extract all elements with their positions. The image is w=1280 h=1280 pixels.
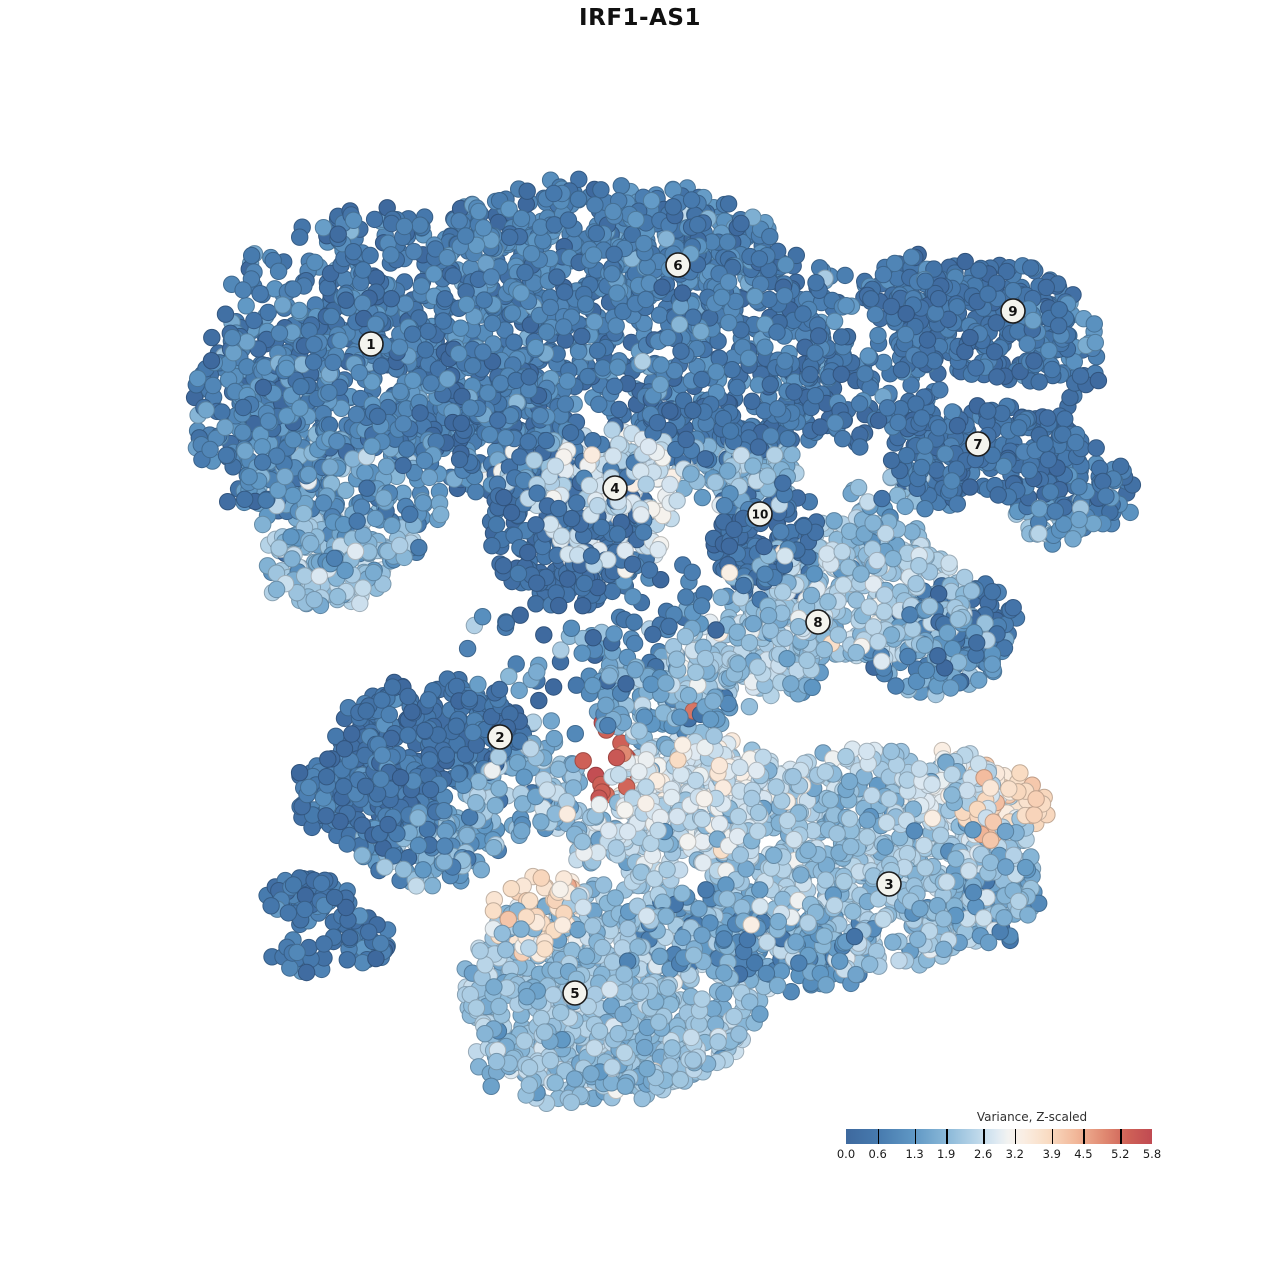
colorbar-tick-labels: 0.0 0.6 1.3 1.9 2.6 3.2 3.9 4.5 5.2 5.8	[837, 1147, 1161, 1163]
colorbar-tick-label: 0.0	[836, 1147, 856, 1161]
cluster-label-10: 10	[747, 501, 773, 527]
scatter-points	[185, 170, 1142, 1113]
cluster-label-2: 2	[487, 724, 513, 750]
colorbar-tick-label: 0.6	[868, 1147, 887, 1161]
colorbar-tick-label: 5.2	[1111, 1147, 1130, 1161]
colorbar-tick-mark	[1120, 1129, 1122, 1144]
colorbar-tick-label: 3.2	[1005, 1147, 1024, 1161]
cluster-label-5: 5	[562, 980, 588, 1006]
cluster-label-9: 9	[1000, 298, 1026, 324]
cluster-label-3: 3	[876, 871, 902, 897]
colorbar-tick-mark	[1083, 1129, 1085, 1144]
colorbar-tick-label: 1.3	[905, 1147, 924, 1161]
colorbar-tick-label: 4.5	[1074, 1147, 1093, 1161]
page-title: IRF1-AS1	[579, 5, 701, 31]
colorbar-tick-mark	[946, 1129, 948, 1144]
colorbar-tick-mark	[877, 1129, 880, 1144]
colorbar-tick-label: 5.8	[1142, 1147, 1162, 1161]
cluster-label-8: 8	[805, 609, 831, 635]
cluster-label-7: 7	[965, 431, 991, 457]
colorbar-tick-mark	[1051, 1129, 1054, 1144]
colorbar-tick-label: 2.6	[974, 1147, 993, 1161]
cluster-label-6: 6	[665, 252, 691, 278]
cluster-label-badges: 1 2 3 4 5 6 7 8 9 10	[358, 252, 1026, 1006]
colorbar-tick-mark	[983, 1129, 985, 1144]
colorbar-title: Variance, Z-scaled	[976, 1110, 1088, 1124]
colorbar-tick-label: 3.9	[1042, 1147, 1061, 1161]
colorbar-legend: Variance, Z-scaled 0.0 0.6 1.3 1.9 2.6 3.2 3.9…	[837, 1110, 1161, 1163]
cluster-label-4: 4	[602, 475, 628, 501]
colorbar-gradient	[846, 1129, 1152, 1144]
colorbar-tick-label: 1.9	[937, 1147, 956, 1161]
colorbar-tick-mark	[914, 1129, 916, 1144]
colorbar-tick-mark	[1014, 1129, 1017, 1144]
cluster-label-1: 1	[358, 331, 384, 357]
